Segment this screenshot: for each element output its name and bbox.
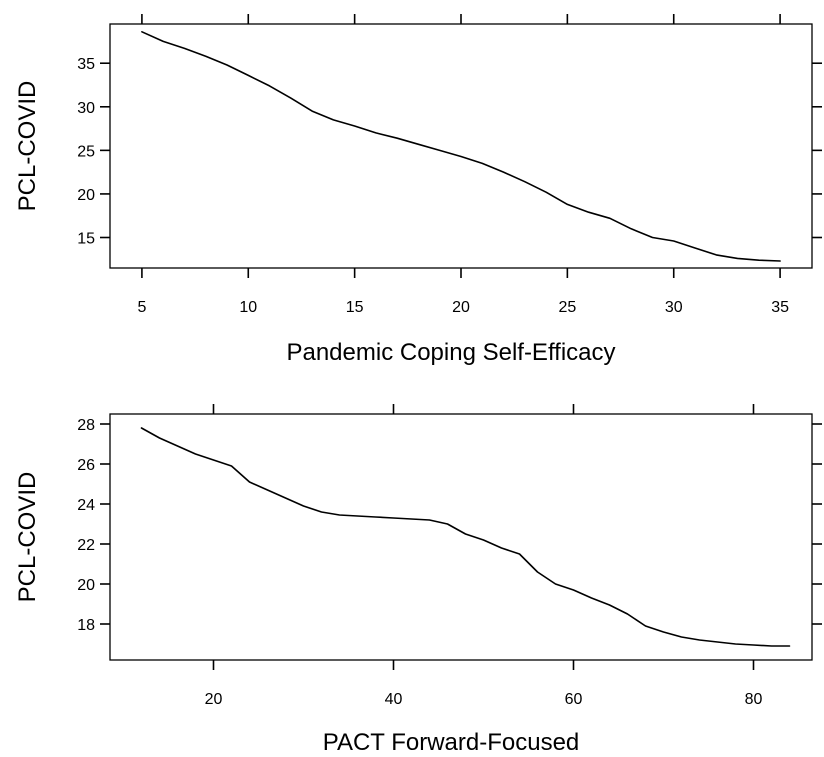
y-tick-label: 15 — [77, 231, 95, 248]
x-tick-label: 40 — [385, 691, 403, 708]
x-tick-label: 10 — [239, 299, 257, 316]
plot-frame — [109, 413, 813, 661]
y-tick-label: 35 — [77, 56, 95, 73]
x-tick-label: 30 — [665, 299, 683, 316]
x-tick-label: 80 — [745, 691, 763, 708]
y-axis-title: PCL-COVID — [14, 81, 41, 212]
y-tick-label: 18 — [77, 617, 95, 634]
x-tick-label: 5 — [137, 299, 146, 316]
x-tick-label: 20 — [205, 691, 223, 708]
y-tick-label: 20 — [77, 577, 95, 594]
chart-panel-coping-self-efficacy: 5 10 15 20 25 30 35 15 20 25 30 35 Pandemic Coping S… — [14, 14, 822, 366]
x-tick-label: 15 — [346, 299, 364, 316]
y-tick-label: 22 — [77, 537, 95, 554]
x-tick-label: 20 — [452, 299, 470, 316]
x-tick-label: 60 — [565, 691, 583, 708]
y-tick-label: 24 — [77, 497, 95, 514]
x-axis-title: PACT Forward-Focused — [323, 729, 580, 756]
y-tick-label: 28 — [77, 417, 95, 434]
y-axis-title: PCL-COVID — [14, 472, 41, 603]
y-tick-label: 25 — [77, 143, 95, 160]
x-tick-label: 25 — [558, 299, 576, 316]
chart-panel-pact-forward-focused: 20 40 60 80 18 20 22 24 26 28 PACT Forward-Focused… — [14, 404, 822, 756]
x-axis-title: Pandemic Coping Self-Efficacy — [286, 339, 615, 366]
series-line — [140, 427, 791, 647]
y-tick-label: 20 — [77, 187, 95, 204]
y-tick-label: 30 — [77, 100, 95, 117]
series-line — [141, 30, 781, 262]
y-tick-label: 26 — [77, 457, 95, 474]
x-tick-label: 35 — [771, 299, 789, 316]
